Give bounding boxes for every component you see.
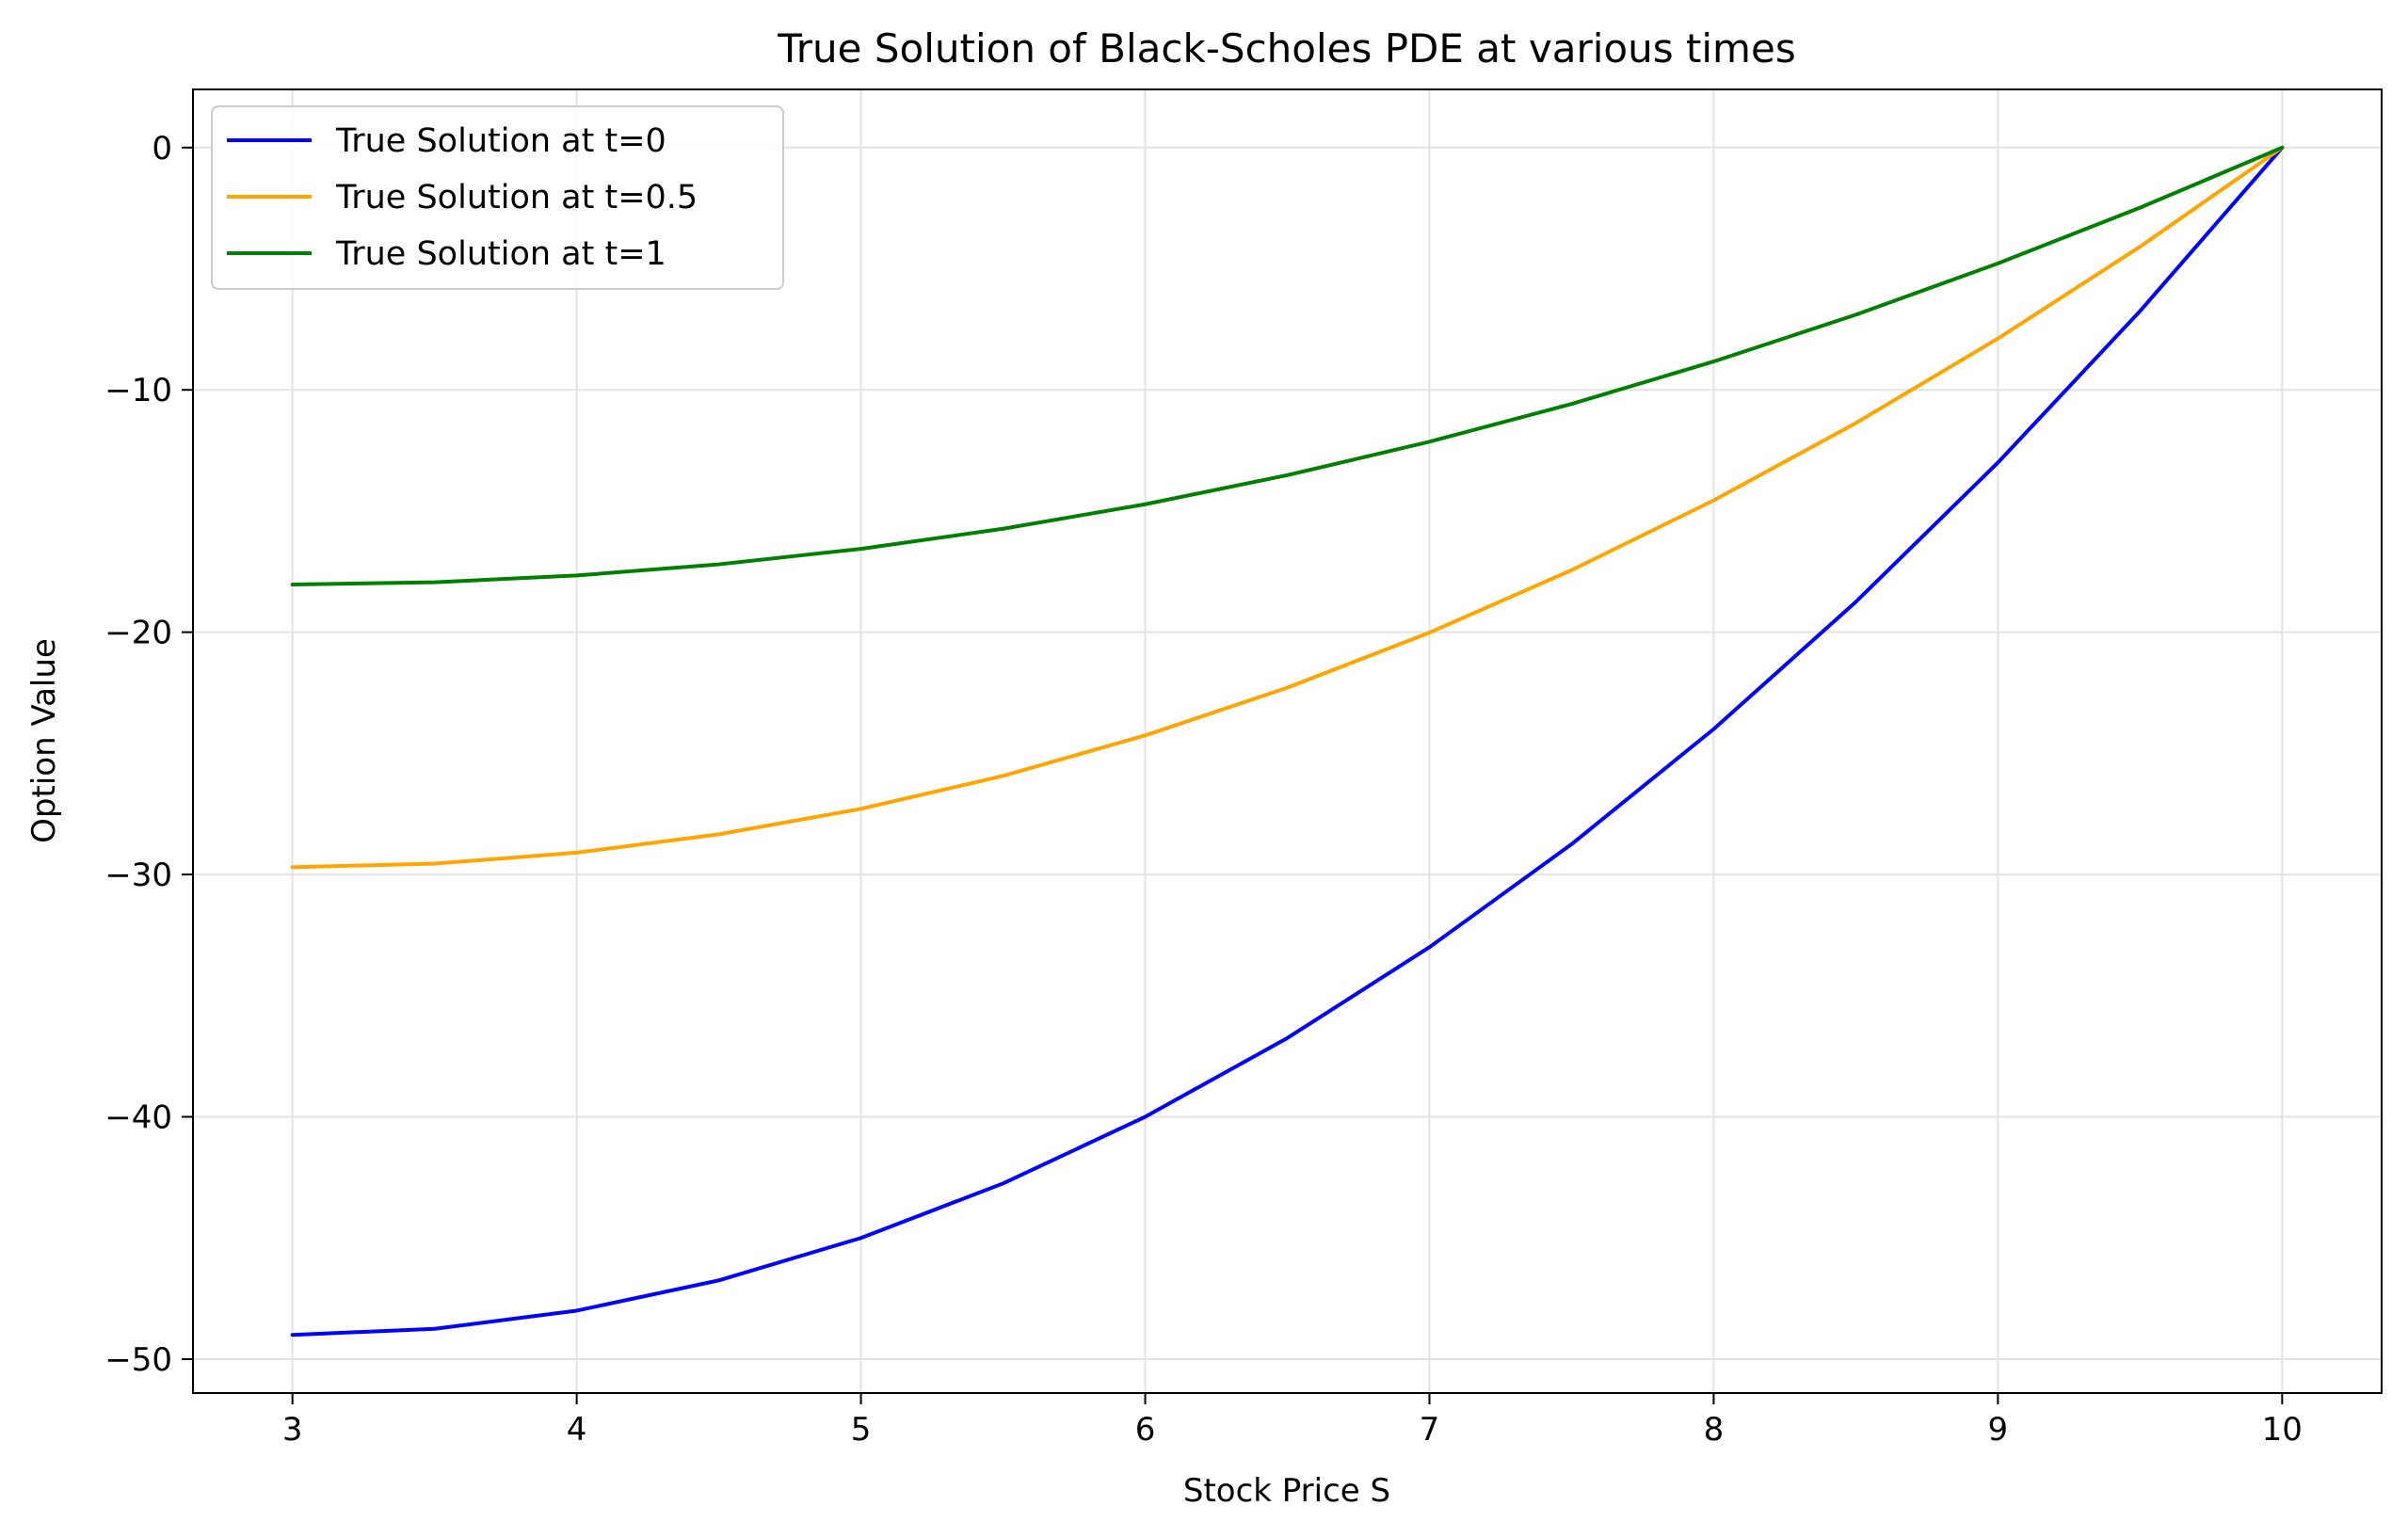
x-tick-label: 6 [1135, 1411, 1156, 1449]
axis-ticks: 3 4 5 6 7 8 9 10 0 −10 −20 −30 −40 −50 [104, 130, 2303, 1449]
x-axis-label: Stock Price S [1183, 1472, 1390, 1510]
x-tick-label: 8 [1704, 1411, 1725, 1449]
y-tick-label: 0 [152, 130, 172, 168]
series-lines [290, 145, 2285, 1338]
x-tick-label: 3 [282, 1411, 303, 1449]
series-line-1 [290, 145, 2285, 870]
legend: True Solution at t=0 True Solution at t=0… [211, 105, 784, 290]
x-tick-label: 7 [1420, 1411, 1440, 1449]
plot-frame [192, 88, 2383, 1394]
legend-label-2: True Solution at t=1 [335, 235, 666, 273]
x-tick-label: 4 [567, 1411, 587, 1449]
chart-title: True Solution of Black-Scholes PDE at va… [777, 25, 1795, 72]
y-tick-label: −10 [104, 372, 172, 409]
legend-box [211, 105, 784, 290]
y-tick-label: −20 [104, 615, 172, 652]
legend-label-0: True Solution at t=0 [335, 122, 666, 160]
x-tick-label: 5 [851, 1411, 872, 1449]
y-tick-label: −40 [104, 1099, 172, 1137]
y-tick-label: −50 [104, 1341, 172, 1379]
x-tick-label: 10 [2262, 1411, 2303, 1449]
y-tick-label: −30 [104, 857, 172, 894]
legend-label-1: True Solution at t=0.5 [335, 179, 698, 216]
y-axis-label: Option Value [25, 638, 63, 843]
series-line-0 [290, 145, 2285, 1338]
series-line-2 [290, 145, 2285, 586]
x-tick-label: 9 [1988, 1411, 2009, 1449]
